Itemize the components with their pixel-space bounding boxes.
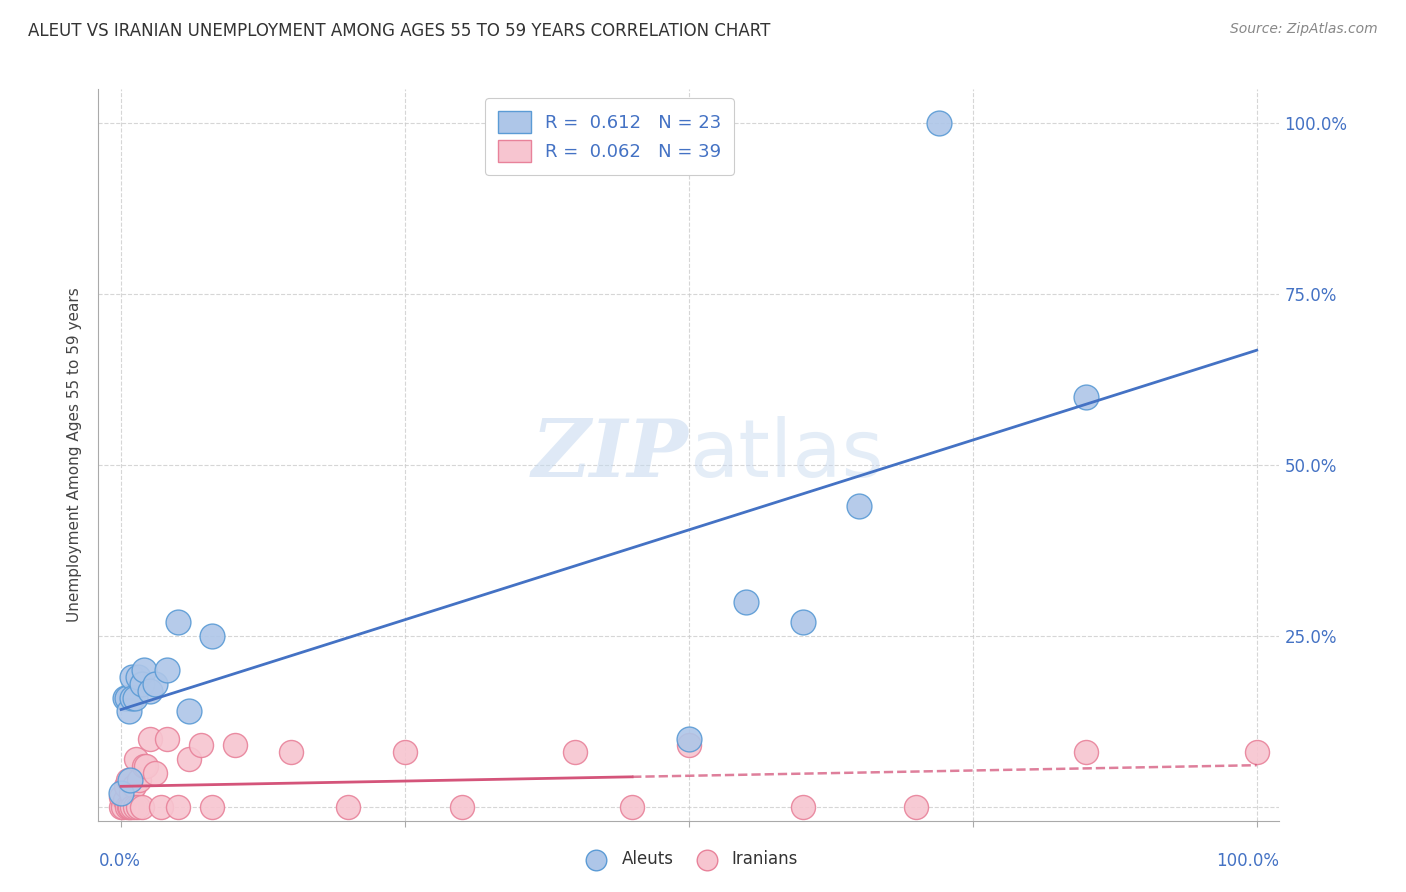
Point xyxy=(564,745,586,759)
Point xyxy=(678,731,700,746)
Point xyxy=(190,739,212,753)
Point xyxy=(1076,745,1098,759)
Point xyxy=(118,800,141,814)
Point xyxy=(124,690,146,705)
Point xyxy=(120,772,142,787)
Point xyxy=(112,800,135,814)
Point xyxy=(179,704,201,718)
Point xyxy=(167,615,190,630)
Point xyxy=(114,793,136,807)
Point xyxy=(135,759,157,773)
Point xyxy=(394,745,416,759)
Point xyxy=(114,780,136,794)
Text: Source: ZipAtlas.com: Source: ZipAtlas.com xyxy=(1230,22,1378,37)
Point xyxy=(131,800,153,814)
Point xyxy=(1076,390,1098,404)
Point xyxy=(120,786,142,800)
Text: 100.0%: 100.0% xyxy=(1216,852,1279,870)
Point xyxy=(115,690,138,705)
Point xyxy=(143,765,166,780)
Point xyxy=(155,663,177,677)
Point xyxy=(131,677,153,691)
Point xyxy=(224,739,246,753)
Point xyxy=(179,752,201,766)
Point xyxy=(734,595,756,609)
Point xyxy=(118,704,141,718)
Point xyxy=(149,800,172,814)
Point xyxy=(678,739,700,753)
Point xyxy=(128,772,150,787)
Point xyxy=(928,116,950,130)
Point xyxy=(167,800,190,814)
Point xyxy=(201,629,224,643)
Point xyxy=(117,772,139,787)
Point xyxy=(124,800,146,814)
Legend: R =  0.612   N = 23, R =  0.062   N = 39: R = 0.612 N = 23, R = 0.062 N = 39 xyxy=(485,98,734,175)
Y-axis label: Unemployment Among Ages 55 to 59 years: Unemployment Among Ages 55 to 59 years xyxy=(67,287,83,623)
Text: ALEUT VS IRANIAN UNEMPLOYMENT AMONG AGES 55 TO 59 YEARS CORRELATION CHART: ALEUT VS IRANIAN UNEMPLOYMENT AMONG AGES… xyxy=(28,22,770,40)
Point xyxy=(121,670,143,684)
Point xyxy=(792,615,814,630)
Point xyxy=(125,752,148,766)
Text: ZIP: ZIP xyxy=(531,417,689,493)
Point xyxy=(138,731,160,746)
Point xyxy=(122,780,145,794)
Point xyxy=(127,670,149,684)
Point xyxy=(110,789,132,804)
Point xyxy=(120,800,142,814)
Point xyxy=(110,786,132,800)
Text: atlas: atlas xyxy=(689,416,883,494)
Point xyxy=(115,800,138,814)
Point xyxy=(337,800,360,814)
Point xyxy=(132,663,155,677)
Point xyxy=(450,800,472,814)
Point xyxy=(138,683,160,698)
Point xyxy=(792,800,814,814)
Point xyxy=(905,800,928,814)
Point xyxy=(1246,745,1268,759)
Point xyxy=(155,731,177,746)
Text: 0.0%: 0.0% xyxy=(98,852,141,870)
Point xyxy=(110,800,132,814)
Point xyxy=(621,800,644,814)
Point xyxy=(121,690,143,705)
Legend: Aleuts, Iranians: Aleuts, Iranians xyxy=(574,844,804,875)
Point xyxy=(201,800,224,814)
Point xyxy=(280,745,302,759)
Point xyxy=(132,759,155,773)
Point xyxy=(114,690,136,705)
Point xyxy=(127,800,149,814)
Point xyxy=(121,800,143,814)
Point xyxy=(848,499,870,513)
Point xyxy=(143,677,166,691)
